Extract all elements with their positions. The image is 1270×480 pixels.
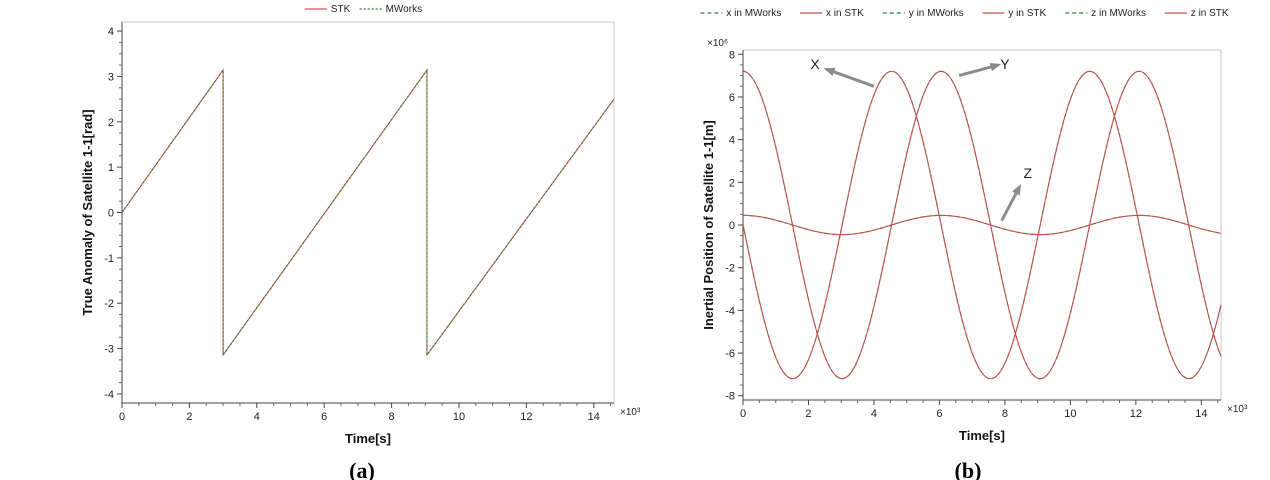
y-tick-label: 8 bbox=[729, 49, 735, 61]
x-tick-label: 0 bbox=[740, 408, 746, 420]
y-tick-label: -4 bbox=[104, 389, 114, 401]
panel-label: (b) bbox=[955, 458, 982, 480]
annotation-arrow-shaft bbox=[825, 67, 875, 88]
x-axis-label: Time[s] bbox=[959, 428, 1005, 443]
x-tick-label: 12 bbox=[520, 411, 532, 423]
x-tick-label: 14 bbox=[588, 411, 600, 423]
x-tick-label: 0 bbox=[119, 411, 125, 423]
x-tick-label: 6 bbox=[936, 408, 942, 420]
y-axis-label: True Anomaly of Satellite 1-1[rad] bbox=[80, 109, 95, 315]
series-line-y-in-stk bbox=[742, 70, 1222, 380]
legend-label: MWorks bbox=[386, 4, 422, 15]
annotation-arrow-head bbox=[989, 62, 1002, 72]
annotation-arrow-head bbox=[1012, 183, 1022, 196]
y-tick-label: -8 bbox=[725, 391, 735, 403]
y-tick-label: -6 bbox=[725, 348, 735, 360]
annotation-z: Z bbox=[1024, 165, 1033, 181]
legend-label: z in STK bbox=[1191, 8, 1229, 19]
x-tick-label: 10 bbox=[453, 411, 465, 423]
x-tick-label: 4 bbox=[254, 411, 260, 423]
legend-label: z in MWorks bbox=[1091, 8, 1146, 19]
x-tick-label: 2 bbox=[805, 408, 811, 420]
plot-frame bbox=[121, 21, 615, 404]
x-tick-label: 14 bbox=[1195, 408, 1207, 420]
x-tick-label: 12 bbox=[1130, 408, 1142, 420]
annotation-y: Y bbox=[1000, 56, 1010, 72]
panel-label: (a) bbox=[349, 458, 375, 480]
y-tick-label: -3 bbox=[104, 344, 114, 356]
annotation-x: X bbox=[810, 56, 820, 72]
y-tick-label: 6 bbox=[729, 92, 735, 104]
series-line-x-in-mworks bbox=[742, 70, 1222, 380]
y-tick-label: 0 bbox=[108, 208, 114, 220]
x-axis-label: Time[s] bbox=[345, 431, 391, 446]
x-tick-label: 6 bbox=[321, 411, 327, 423]
y-tick-label: 4 bbox=[729, 135, 735, 147]
x-tick-label: 4 bbox=[871, 408, 877, 420]
y-tick-label: 2 bbox=[729, 177, 735, 189]
legend-label: y in MWorks bbox=[909, 8, 964, 19]
series-line-stk bbox=[121, 68, 615, 357]
y-tick-label: -2 bbox=[104, 298, 114, 310]
y-tick-label: -1 bbox=[104, 253, 114, 265]
y-tick-label: -2 bbox=[725, 263, 735, 275]
x-multiplier: ×10³ bbox=[620, 407, 641, 418]
x-tick-label: 2 bbox=[186, 411, 192, 423]
y-tick-label: 4 bbox=[108, 26, 114, 38]
legend-label: x in STK bbox=[826, 8, 864, 19]
y-tick-label: 3 bbox=[108, 71, 114, 83]
y-axis-label: Inertial Position of Satellite 1-1[m] bbox=[701, 120, 716, 329]
x-tick-label: 8 bbox=[389, 411, 395, 423]
legend-label: STK bbox=[331, 4, 351, 15]
y-tick-label: -4 bbox=[725, 305, 735, 317]
x-multiplier: ×10³ bbox=[1227, 404, 1248, 415]
series-line-y-in-mworks bbox=[742, 70, 1222, 380]
y-tick-label: 1 bbox=[108, 162, 114, 174]
annotation-arrow-head bbox=[823, 67, 836, 76]
chart-panel-b: 0 2 4 6 8 10 12 14 -8 -6 -4 -2 0 2 4 6 8 Time[s] Inertial … bbox=[700, 8, 1248, 480]
legend-label: x in MWorks bbox=[726, 8, 781, 19]
series-line-x-in-stk bbox=[742, 70, 1222, 380]
x-tick-label: 10 bbox=[1064, 408, 1076, 420]
series-line-mworks bbox=[121, 68, 615, 357]
x-tick-label: 8 bbox=[1002, 408, 1008, 420]
y-multiplier: ×10⁶ bbox=[707, 38, 728, 49]
y-tick-label: 0 bbox=[729, 220, 735, 232]
plot-frame bbox=[742, 49, 1222, 401]
series-line-z-in-stk bbox=[743, 214, 1222, 236]
legend-label: y in STK bbox=[1008, 8, 1046, 19]
y-tick-label: 2 bbox=[108, 117, 114, 129]
